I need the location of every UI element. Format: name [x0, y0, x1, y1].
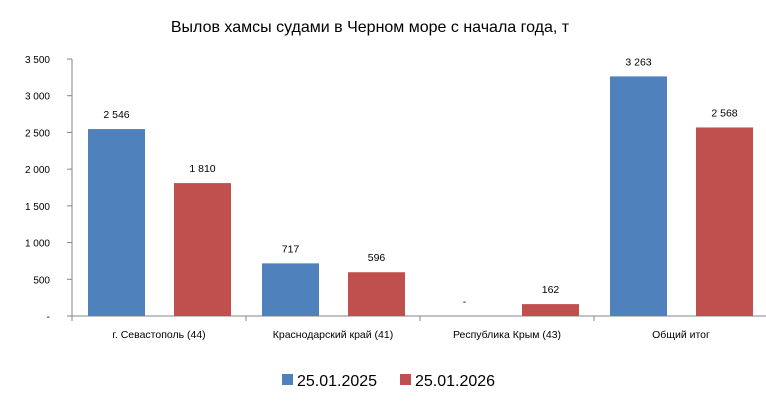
y-tick-label: 2 500: [25, 128, 50, 139]
y-tick-label: 3 000: [25, 92, 50, 103]
data-label: 596: [368, 252, 386, 264]
bar-25.01.2026: [522, 304, 579, 316]
x-tick-label: г. Севастополь (44): [112, 329, 205, 341]
data-label: 2 568: [711, 107, 737, 119]
legend-label: 25.01.2026: [415, 373, 495, 390]
x-tick-label: Республика Крым (43): [453, 329, 561, 341]
data-label: 1 810: [189, 163, 215, 175]
data-label: 717: [282, 243, 300, 255]
bar-25.01.2026: [348, 272, 405, 316]
legend-swatch: [282, 374, 293, 385]
y-tick-label: 500: [33, 275, 50, 286]
y-tick-label: 1 500: [25, 202, 50, 213]
x-tick-label: Краснодарский край (41): [273, 329, 393, 341]
y-tick-label: 2 000: [25, 165, 50, 176]
x-tick-label: Общий итог: [652, 329, 710, 341]
bar-25.01.2025: [88, 129, 145, 316]
data-label: -: [463, 296, 467, 308]
chart-title: Вылов хамсы судами в Черном море с начал…: [171, 19, 570, 36]
bar-25.01.2026: [696, 127, 753, 316]
y-tick-label: 3 500: [25, 55, 50, 66]
legend-label: 25.01.2025: [297, 373, 377, 390]
legend-swatch: [400, 374, 411, 385]
bar-25.01.2025: [262, 263, 319, 316]
bar-25.01.2025: [610, 76, 667, 316]
data-label: 2 546: [103, 109, 129, 121]
bar-25.01.2026: [174, 183, 231, 316]
y-tick-label: -: [47, 312, 50, 323]
y-tick-label: 1 000: [25, 239, 50, 250]
data-label: 3 263: [625, 56, 651, 68]
data-label: 162: [542, 284, 560, 296]
